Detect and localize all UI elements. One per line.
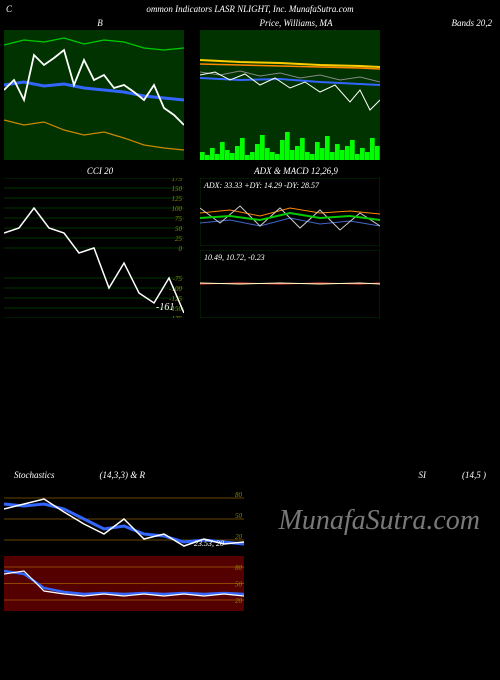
cci-panel: CCI 20 1751501251007550250-75-100-125-15…: [4, 166, 196, 318]
svg-text:20: 20: [235, 597, 243, 605]
macd-chart: 10.49, 10.72, -0.23: [200, 250, 380, 318]
svg-text:150: 150: [172, 185, 183, 193]
top-charts-row: B Price, Williams, MA Bands 20,2: [0, 18, 500, 160]
svg-text:-100: -100: [169, 285, 182, 293]
adx-macd-title: ADX & MACD 12,26,9: [200, 166, 392, 176]
svg-text:-161: -161: [156, 302, 174, 313]
stochastics-chart: 80 50 20 23.53, 20: [4, 484, 244, 554]
svg-text:100: 100: [172, 205, 183, 213]
svg-text:50: 50: [235, 581, 243, 589]
svg-text:ADX: 33.33 +DY: 14.29 -DY: 28.: ADX: 33.33 +DY: 14.29 -DY: 28.57: [203, 181, 320, 190]
bands-label-panel: Bands 20,2: [396, 18, 496, 160]
svg-text:80: 80: [235, 491, 243, 499]
svg-text:0: 0: [179, 245, 183, 253]
bottom-header: Stochastics (14,3,3) & R SI (14,5 ): [4, 470, 496, 484]
svg-text:23.53, 20: 23.53, 20: [194, 539, 224, 548]
bottom-section: Stochastics (14,3,3) & R SI (14,5 ) 80 50…: [4, 470, 496, 611]
svg-text:80: 80: [235, 564, 243, 572]
bollinger-chart: [4, 30, 184, 160]
price-panel: Price, Williams, MA: [200, 18, 392, 160]
mid-charts-row: CCI 20 1751501251007550250-75-100-125-15…: [0, 166, 500, 318]
bands-title: Bands 20,2: [396, 18, 496, 28]
svg-text:-75: -75: [173, 275, 183, 283]
svg-text:75: 75: [175, 215, 183, 223]
header-title: ommon Indicators LASR NLIGHT, Inc. Munaf…: [146, 4, 353, 14]
svg-text:10.49, 10.72, -0.23: 10.49, 10.72, -0.23: [204, 253, 265, 262]
svg-text:125: 125: [172, 195, 183, 203]
price-title: Price, Williams, MA: [200, 18, 392, 28]
price-chart: [200, 30, 380, 160]
header-left-char: C: [6, 4, 12, 14]
bollinger-title: B: [4, 18, 196, 28]
bollinger-panel: B: [4, 18, 196, 160]
cci-chart: 1751501251007550250-75-100-125-150-175-1…: [4, 178, 184, 318]
svg-text:50: 50: [235, 512, 243, 520]
svg-text:20: 20: [235, 533, 243, 541]
svg-text:25: 25: [175, 235, 183, 243]
rsi-label: SI (14,5 ): [419, 470, 487, 480]
svg-text:175: 175: [172, 178, 183, 183]
svg-text:-175: -175: [169, 315, 182, 318]
adx-chart: ADX: 33.33 +DY: 14.29 -DY: 28.57: [200, 178, 380, 246]
cci-title: CCI 20: [4, 166, 196, 176]
svg-text:50: 50: [175, 225, 183, 233]
page-header: C ommon Indicators LASR NLIGHT, Inc. Mun…: [0, 0, 500, 18]
stoch-label: Stochastics (14,3,3) & R: [14, 470, 145, 480]
adx-macd-panel: ADX & MACD 12,26,9 ADX: 33.33 +DY: 14.29…: [200, 166, 392, 318]
rsi-chart: 80 50 20: [4, 556, 244, 611]
